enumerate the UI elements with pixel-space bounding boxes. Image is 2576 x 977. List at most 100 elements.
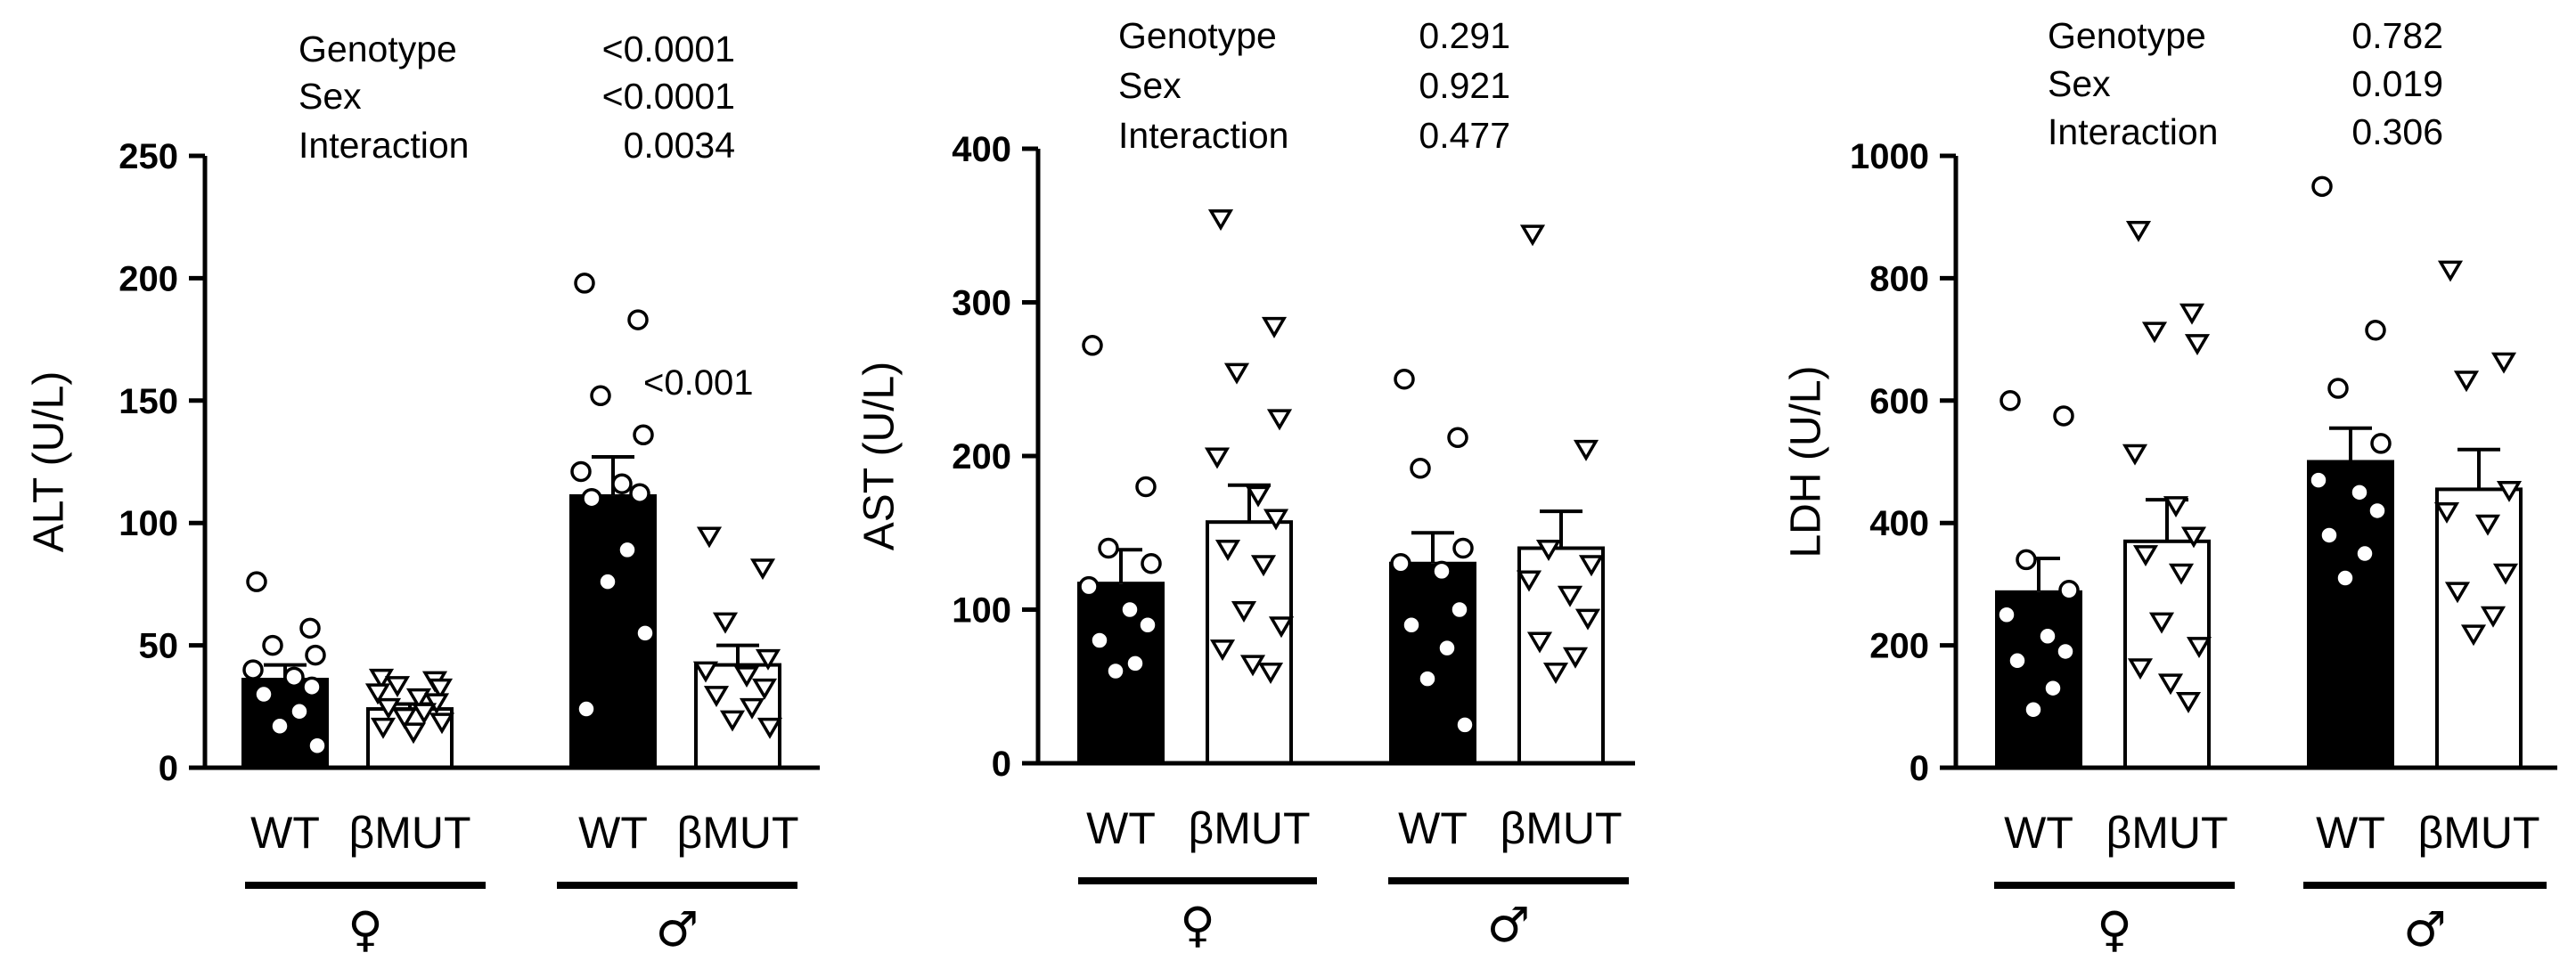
- data-point: [2444, 582, 2471, 604]
- data-point: [1401, 615, 1422, 636]
- x-tick-label: WT: [2316, 808, 2385, 858]
- data-point: [2318, 525, 2340, 546]
- data-point: [2122, 444, 2148, 466]
- stat-label: Genotype: [2048, 15, 2206, 56]
- y-tick-label: 300: [952, 284, 1011, 323]
- data-point: [1516, 570, 1542, 592]
- sex-symbol: ♂: [656, 901, 699, 957]
- data-point: [1431, 560, 1452, 582]
- y-tick-label: 250: [119, 137, 178, 176]
- data-point: [2460, 624, 2487, 647]
- data-point: [634, 623, 656, 644]
- y-tick-label: 1000: [1850, 137, 1929, 176]
- data-point: [1263, 509, 1289, 531]
- x-tick-label: WT: [1398, 803, 1468, 853]
- data-point: [1141, 553, 1162, 574]
- data-point: [1454, 714, 1476, 736]
- y-tick-label: 800: [1869, 259, 1929, 298]
- data-point: [581, 487, 602, 509]
- data-point: [2370, 433, 2392, 454]
- stat-label: Interaction: [1118, 115, 1288, 156]
- y-tick-label: 0: [159, 749, 178, 788]
- data-point: [289, 701, 310, 722]
- y-axis-label: AST (U/L): [856, 362, 904, 550]
- data-point: [370, 717, 397, 739]
- data-point: [1574, 608, 1601, 631]
- x-tick-label: βMUT: [2417, 808, 2539, 858]
- data-point: [2327, 378, 2349, 399]
- data-point: [2042, 677, 2064, 699]
- data-point: [368, 668, 395, 690]
- data-point: [1231, 601, 1257, 623]
- stat-value: 0.019: [2351, 63, 2443, 104]
- data-point: [2492, 563, 2519, 585]
- data-point: [1449, 598, 1470, 621]
- data-point: [696, 526, 723, 549]
- data-point: [756, 717, 783, 739]
- data-point: [405, 688, 432, 710]
- stat-value: 0.291: [1419, 15, 1510, 56]
- data-point: [384, 676, 411, 698]
- data-point: [2016, 549, 2037, 571]
- significance-annotation: <0.001: [643, 363, 753, 403]
- data-point: [2433, 502, 2460, 524]
- x-tick-label: βMUT: [1188, 803, 1310, 853]
- data-point: [633, 424, 654, 446]
- y-axis-label: LDH (U/L): [1783, 365, 1830, 558]
- data-point: [411, 703, 438, 725]
- error-bar: [2329, 426, 2372, 462]
- data-point: [692, 661, 719, 683]
- data-point: [2367, 500, 2388, 522]
- data-point: [1573, 439, 1599, 461]
- data-point: [1250, 555, 1277, 577]
- data-point: [1996, 604, 2017, 625]
- data-point: [1557, 585, 1583, 607]
- panel-2: Genotype 0.291 Sex 0.921 Interaction 0.477 WT β…: [856, 15, 1635, 953]
- data-point: [400, 722, 427, 745]
- data-point: [301, 676, 323, 698]
- data-point: [1257, 663, 1284, 684]
- data-point: [364, 683, 391, 705]
- data-point: [2496, 480, 2523, 502]
- data-point: [1105, 660, 1126, 682]
- data-point: [1098, 537, 1119, 559]
- x-tick-label: WT: [578, 808, 648, 858]
- data-point: [755, 648, 781, 671]
- data-point: [629, 483, 650, 504]
- sex-symbol: ♀: [1180, 897, 1215, 953]
- data-point: [2163, 496, 2189, 518]
- data-point: [1390, 553, 1411, 574]
- stat-value: <0.0001: [602, 28, 735, 69]
- data-point: [2125, 220, 2152, 242]
- data-point: [2037, 625, 2058, 647]
- data-point: [590, 385, 611, 407]
- data-point: [307, 735, 328, 757]
- data-point: [627, 309, 649, 330]
- x-tick-label: WT: [1086, 803, 1156, 853]
- stat-value: 0.782: [2351, 15, 2443, 56]
- stat-label: Genotype: [1118, 15, 1277, 56]
- data-point: [1266, 409, 1293, 431]
- data-point: [246, 571, 267, 592]
- data-point: [2180, 526, 2207, 549]
- data-point: [1999, 390, 2021, 411]
- data-point: [2179, 303, 2205, 325]
- data-point: [1436, 637, 1458, 659]
- data-point: [2474, 514, 2501, 536]
- data-point: [2365, 320, 2386, 341]
- sex-symbol: ♀: [348, 901, 383, 957]
- data-point: [2141, 322, 2168, 344]
- data-point: [2437, 260, 2464, 282]
- stat-value: <0.0001: [602, 76, 735, 117]
- data-point: [611, 473, 633, 494]
- y-tick-label: 400: [952, 130, 1011, 169]
- data-point: [2058, 580, 2080, 601]
- data-point: [1417, 668, 1438, 689]
- data-point: [1214, 540, 1241, 561]
- bar: [2123, 539, 2211, 769]
- data-point: [2053, 405, 2074, 427]
- y-tick-label: 100: [952, 591, 1011, 631]
- data-point: [617, 539, 638, 561]
- data-point: [2349, 482, 2370, 503]
